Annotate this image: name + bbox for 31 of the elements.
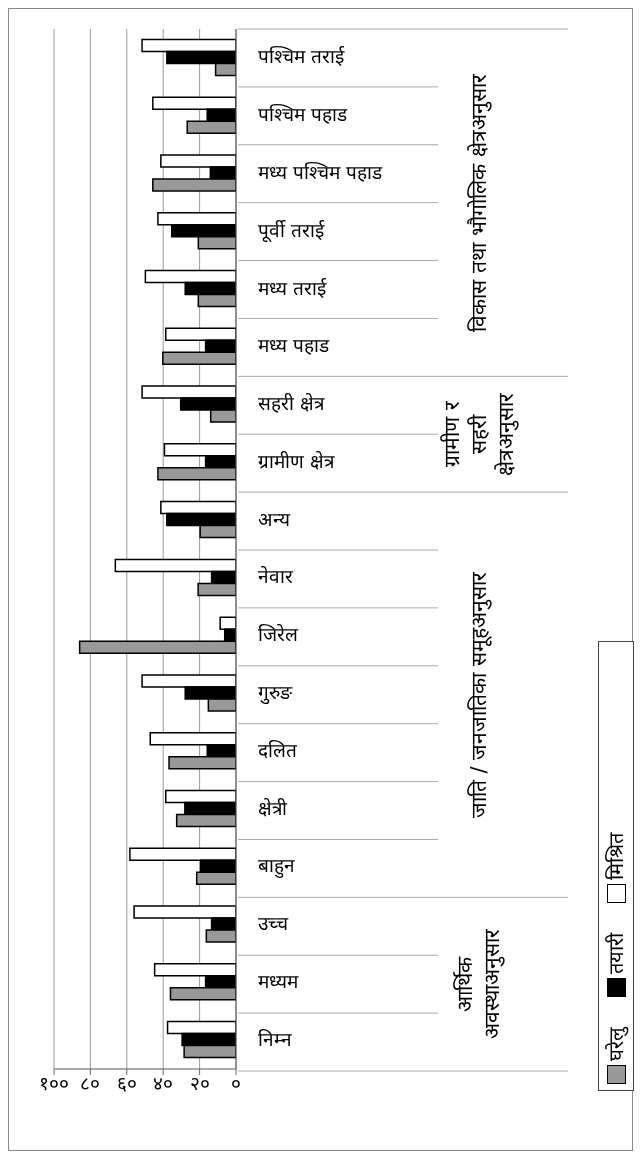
y-tick-label: मध्य तराई [258, 276, 328, 299]
text: जाति / जनजातिका समूहअनुसार [465, 571, 493, 818]
y-tick-label: सहरी क्षेत्र [258, 392, 326, 415]
y-tick-label: ग्रामीण क्षेत्र [258, 449, 336, 472]
y-tick-label: मध्यम [258, 969, 299, 992]
y-tick-label: उच्च [258, 912, 289, 935]
y-tick-label: जिरेल [258, 623, 299, 646]
x-tick-label: ० [231, 1072, 241, 1095]
y-tick-label: बाहुन [258, 854, 295, 880]
y-tick-label: निम्न [258, 1027, 292, 1050]
y-tick-label: क्षेत्री [258, 796, 288, 819]
y-tick-label: अन्य [258, 507, 291, 530]
text: विकास तथा भौगोलिक क्षेत्रअनुसार [465, 74, 493, 332]
y-tick-label: गुरुङ [258, 680, 293, 705]
x-tick-label: ६० [116, 1072, 137, 1095]
y-tick-label: मध्य पश्चिम पहाड [258, 160, 384, 183]
text: आर्थिक अवस्थाअनुसार [452, 928, 506, 1042]
y-tick-label: मध्य पहाड [258, 334, 331, 357]
x-tick-label: ४० [153, 1072, 174, 1095]
text: मिश्रित [603, 833, 629, 882]
text: ग्रामीण र सहरी क्षेत्रअनुसार [438, 391, 520, 478]
y-tick-label: पूर्वी तराई [258, 218, 326, 243]
text: तयारी [603, 933, 629, 976]
x-tick-label: ८० [80, 1072, 101, 1095]
y-tick-label: दलित [258, 738, 298, 761]
y-tick-label: नेवार [258, 565, 294, 588]
text: घरेलु [603, 1027, 630, 1063]
x-tick-label: १०० [39, 1072, 69, 1095]
x-tick-label: २० [189, 1072, 210, 1095]
y-tick-label: पश्चिम पहाड [258, 103, 349, 126]
y-tick-label: पश्चिम तराई [258, 45, 346, 68]
